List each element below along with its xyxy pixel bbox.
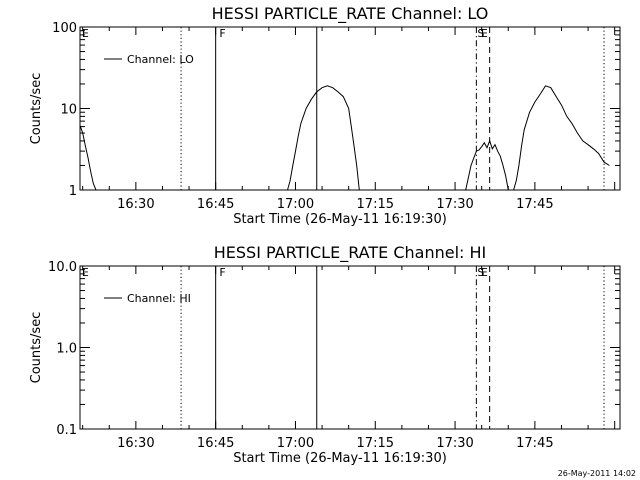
x-tick-label: 17:45	[516, 436, 553, 451]
x-tick-label: 16:45	[197, 197, 234, 212]
plot-frame	[79, 26, 621, 191]
y-tick-label: 100	[52, 21, 77, 36]
chart-title: HESSI PARTICLE_RATE Channel: HI	[214, 243, 487, 263]
marker-label-s: S	[477, 27, 484, 40]
marker-label-e: E	[481, 27, 488, 40]
footer-timestamp: 26-May-2011 14:02	[557, 469, 636, 478]
x-tick-label: 17:00	[277, 197, 314, 212]
marker-label-e: E	[82, 266, 89, 279]
legend-label: Channel: HI	[127, 292, 191, 305]
plot-frame	[79, 265, 621, 430]
y-tick-label: 10	[60, 103, 77, 118]
y-tick-label: 1	[69, 184, 77, 199]
panel-hi-channel: HESSI PARTICLE_RATE Channel: HI 16:30 16:4…	[29, 243, 621, 466]
x-tick-label: 17:45	[516, 197, 553, 212]
x-tick-label: 16:30	[117, 436, 154, 451]
x-tick-label: 16:30	[117, 197, 154, 212]
x-tick-label: 17:00	[277, 436, 314, 451]
x-axis-label: Start Time (26-May-11 16:19:30)	[233, 451, 447, 466]
marker-label-f: F	[219, 27, 225, 40]
marker-label-e: E	[481, 266, 488, 279]
marker-label-e: E	[82, 27, 89, 40]
series-line-segment	[80, 125, 97, 190]
chart-title: HESSI PARTICLE_RATE Channel: LO	[212, 4, 489, 24]
y-axis-label: Counts/sec	[29, 73, 44, 145]
x-tick-label: 17:30	[436, 436, 473, 451]
marker-label-f: F	[219, 266, 225, 279]
y-tick-label: 10.0	[48, 260, 77, 275]
panel-lo-channel: HESSI PARTICLE_RATE Channel: LO 16:30 16:4…	[29, 4, 621, 227]
y-axis-label: Counts/sec	[29, 312, 44, 384]
series-line-segment	[287, 85, 360, 190]
y-tick-label: 0.1	[56, 423, 77, 438]
x-tick-label: 16:45	[197, 436, 234, 451]
x-tick-label: 17:15	[357, 436, 394, 451]
x-axis-label: Start Time (26-May-11 16:19:30)	[233, 212, 447, 227]
x-tick-label: 17:30	[436, 197, 473, 212]
marker-label-s: S	[477, 266, 484, 279]
x-tick-label: 17:15	[357, 197, 394, 212]
series-group	[80, 85, 610, 190]
series-line-segment	[465, 85, 610, 190]
legend-label: Channel: LO	[127, 53, 194, 66]
y-tick-label: 1.0	[56, 342, 77, 357]
